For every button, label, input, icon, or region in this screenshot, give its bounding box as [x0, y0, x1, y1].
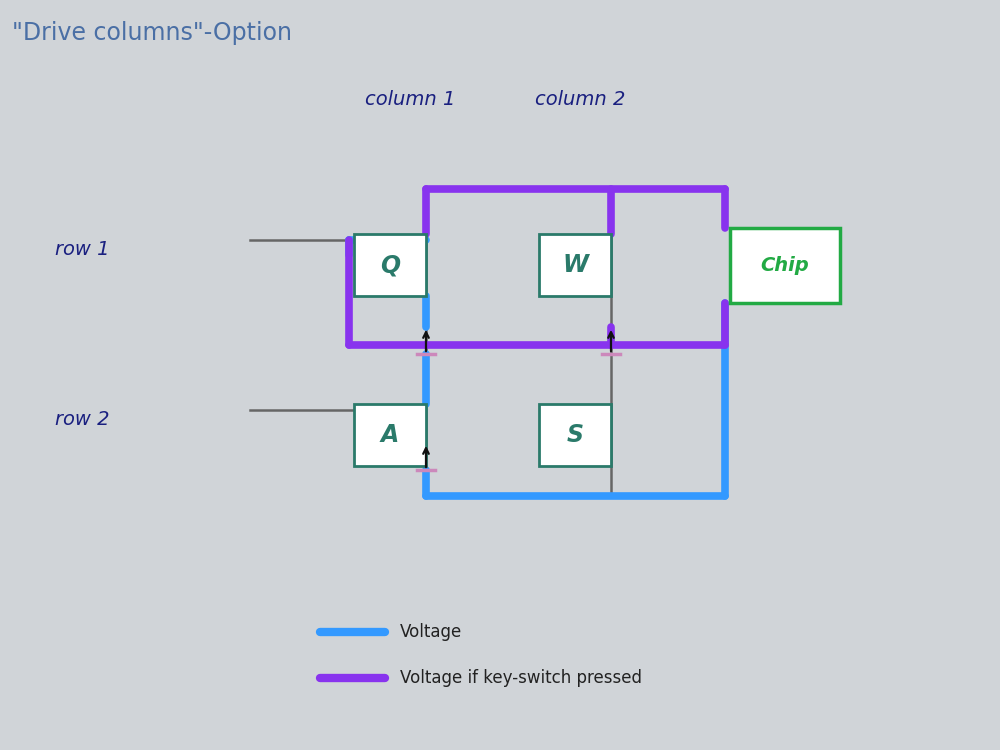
Text: column 1: column 1	[365, 90, 455, 109]
Text: S: S	[566, 423, 584, 447]
Text: Voltage if key-switch pressed: Voltage if key-switch pressed	[400, 669, 642, 687]
FancyBboxPatch shape	[539, 234, 611, 296]
FancyBboxPatch shape	[354, 404, 426, 466]
Text: Voltage: Voltage	[400, 623, 462, 641]
Text: column 2: column 2	[535, 90, 625, 109]
Text: W: W	[562, 253, 588, 277]
FancyBboxPatch shape	[730, 227, 840, 302]
FancyBboxPatch shape	[354, 234, 426, 296]
Text: Q: Q	[380, 253, 400, 277]
Text: row 1: row 1	[55, 240, 110, 259]
FancyBboxPatch shape	[539, 404, 611, 466]
Text: Chip: Chip	[761, 256, 809, 274]
Text: "Drive columns"-Option: "Drive columns"-Option	[12, 21, 292, 45]
Text: row 2: row 2	[55, 410, 110, 429]
Text: A: A	[381, 423, 399, 447]
